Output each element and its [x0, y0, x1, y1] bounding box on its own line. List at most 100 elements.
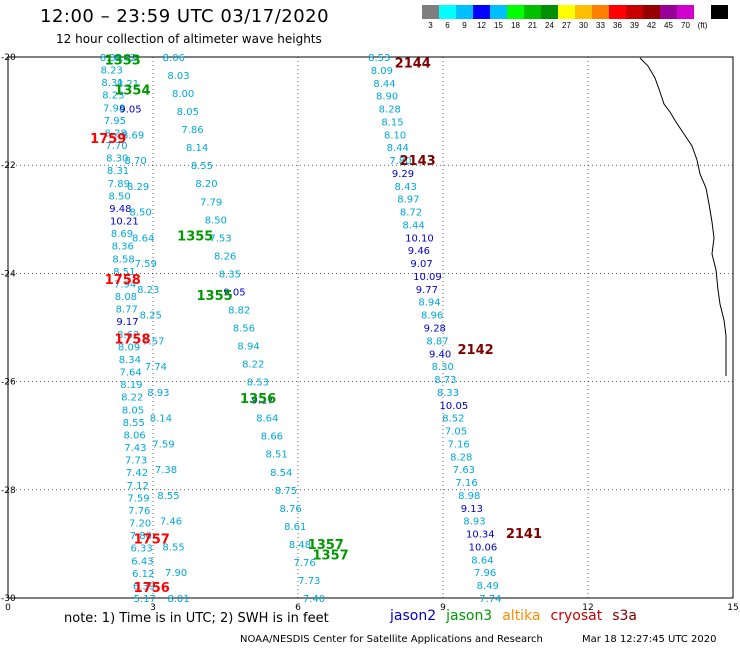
- wave-height-value: 7.05: [445, 427, 467, 438]
- wave-height-value: 8.06: [123, 430, 145, 441]
- wave-height-value: 8.14: [186, 143, 208, 154]
- wave-height-value: 8.72: [400, 208, 422, 219]
- wave-height-value: 8.55: [157, 491, 179, 502]
- wave-height-value: 7.90: [165, 568, 187, 579]
- wave-height-value: 8.51: [265, 450, 287, 461]
- wave-height-value: 8.10: [384, 130, 406, 141]
- color-swatch: [660, 5, 677, 19]
- color-swatch: [507, 5, 524, 19]
- wave-height-value: 8.90: [376, 92, 398, 103]
- wave-height-value: 7.59: [135, 259, 157, 270]
- wave-height-value: 8.23: [102, 91, 124, 102]
- wave-height-value: 8.96: [421, 311, 443, 322]
- wave-height-value: 8.44: [402, 220, 424, 231]
- wave-height-value: 8.05: [122, 405, 144, 416]
- x-tick-label: 0: [5, 603, 11, 613]
- wave-height-value: 8.05: [177, 107, 199, 118]
- color-swatch: [541, 5, 558, 19]
- wave-height-value: 8.09: [371, 66, 393, 77]
- wave-height-value: 7.53: [209, 233, 231, 244]
- wave-height-value: 7.73: [125, 456, 147, 467]
- wave-height-value: 7.16: [447, 439, 469, 450]
- wave-height-value: 8.64: [471, 555, 493, 566]
- wave-height-value: 7.38: [155, 465, 177, 476]
- pass-number-label: 2144: [395, 56, 431, 71]
- wave-height-value: 7.20: [129, 519, 151, 530]
- wave-height-value: 7.12: [127, 481, 149, 492]
- wave-height-value: 8.62: [114, 53, 136, 64]
- wave-height-value: 8.77: [116, 305, 138, 316]
- wave-height-value: 7.74: [479, 594, 501, 605]
- wave-height-value: 8.33: [437, 388, 459, 399]
- wave-height-value: 10.34: [466, 530, 495, 541]
- color-scale-label: 3: [428, 21, 433, 30]
- wave-height-value: 8.31: [107, 166, 129, 177]
- color-scale-label: 42: [647, 21, 656, 30]
- wave-height-value: 10.06: [469, 542, 498, 553]
- color-scale-label: 24: [545, 21, 554, 30]
- wave-height-value: 8.98: [458, 491, 480, 502]
- wave-height-value: 8.49: [477, 581, 499, 592]
- wave-height-value: 8.14: [150, 414, 172, 425]
- pass-number-label: 1357: [313, 549, 349, 564]
- wave-height-value: 6.39: [133, 581, 155, 592]
- wave-height-value: 8.01: [168, 594, 190, 605]
- color-swatch: [473, 5, 490, 19]
- wave-height-value: 7.74: [145, 362, 167, 373]
- color-scale-label: 27: [562, 21, 571, 30]
- y-tick-label: -26: [1, 378, 16, 388]
- wave-height-value: 8.51: [113, 267, 135, 278]
- wave-height-value: 7.59: [127, 493, 149, 504]
- pass-number-label: 1354: [114, 83, 150, 98]
- wave-height-value: 8.08: [115, 292, 137, 303]
- wave-height-value: 7.70: [105, 141, 127, 152]
- wave-height-value: 8.00: [172, 89, 194, 100]
- color-scale-label: 9: [462, 21, 467, 30]
- wave-height-value: 9.13: [461, 504, 483, 515]
- wave-height-value: 8.30: [106, 154, 128, 165]
- wave-height-value: 7.16: [455, 478, 477, 489]
- coastline: [639, 57, 727, 376]
- wave-height-value: 8.34: [119, 355, 141, 366]
- wave-height-value: 8.66: [261, 432, 283, 443]
- wave-height-value: 7.46: [160, 517, 182, 528]
- color-swatch: [490, 5, 507, 19]
- color-scale-label: 39: [630, 21, 639, 30]
- wave-height-value: 7.59: [152, 439, 174, 450]
- x-tick-label: 9: [440, 603, 446, 613]
- x-tick-label: 6: [295, 603, 301, 613]
- color-swatch: [643, 5, 660, 19]
- wave-height-value: 9.48: [109, 204, 131, 215]
- satellite-legend-altika: altika: [502, 608, 541, 624]
- wave-height-value: 7.96: [474, 568, 496, 579]
- wave-height-value: 7.89: [108, 179, 130, 190]
- wave-height-value: 8.22: [242, 360, 264, 371]
- wave-height-value: 7.98: [103, 103, 125, 114]
- wave-height-value: 9.05: [223, 287, 245, 298]
- wave-height-value: 8.09: [118, 342, 140, 353]
- wave-height-value: 8.69: [111, 229, 133, 240]
- pass-number-label: 1356: [240, 392, 276, 407]
- pass-number-label: 2142: [458, 343, 494, 358]
- wave-height-value: 8.73: [434, 375, 456, 386]
- color-swatch: [592, 5, 609, 19]
- color-scale-label: 12: [477, 21, 486, 30]
- wave-height-value: 8.20: [195, 179, 217, 190]
- wave-height-value: 8.62: [117, 330, 139, 341]
- wave-height-value: 9.07: [410, 259, 432, 270]
- wave-height-value: 6.33: [131, 544, 153, 555]
- wave-height-value: 8.97: [397, 195, 419, 206]
- wave-height-value: 9.40: [429, 349, 451, 360]
- wave-height-value: 8.55: [162, 542, 184, 553]
- wave-height-value: 8.44: [373, 79, 395, 90]
- page-subtitle: 12 hour collection of altimeter wave hei…: [56, 32, 322, 46]
- y-tick-label: -28: [1, 486, 16, 496]
- wave-height-value: 8.55: [191, 161, 213, 172]
- pass-number-label: 2141: [506, 527, 542, 542]
- wave-height-value: 10.09: [413, 272, 442, 283]
- wave-height-value: 6.43: [131, 556, 153, 567]
- wave-height-value: 9.29: [392, 169, 414, 180]
- wave-height-value: 9.77: [416, 285, 438, 296]
- wave-height-value: 8.75: [275, 486, 297, 497]
- wave-height-value: 8.50: [130, 208, 152, 219]
